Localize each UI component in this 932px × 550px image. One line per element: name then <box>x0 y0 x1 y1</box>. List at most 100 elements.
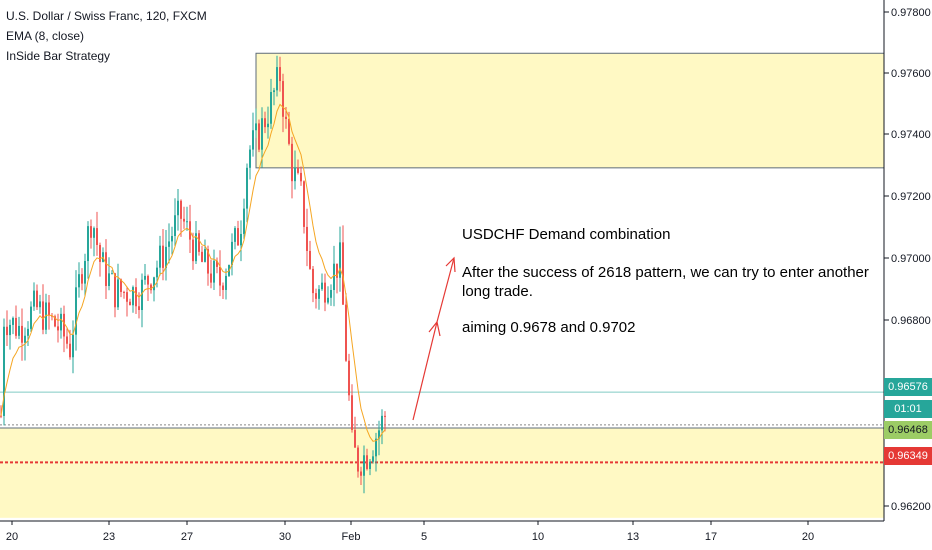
candle-body <box>207 249 209 274</box>
candle-body <box>120 279 122 292</box>
candle-body <box>246 167 248 209</box>
candle-body <box>357 447 359 472</box>
candle-body <box>372 456 374 462</box>
demand-zone <box>0 427 884 518</box>
candle-body <box>330 289 332 298</box>
legend-symbol[interactable]: U.S. Dollar / Swiss Franc, 120, FXCM <box>6 9 207 23</box>
candle-body <box>225 275 227 290</box>
candle-body <box>285 116 287 119</box>
arrow-head-1 <box>428 320 441 337</box>
y-tick-label: 0.96200 <box>891 501 931 513</box>
candle-body <box>60 313 62 331</box>
candle-body <box>276 67 278 91</box>
candle-body <box>78 274 80 288</box>
candle-body <box>375 438 377 457</box>
candle-body <box>108 273 110 286</box>
x-tick-label: 5 <box>421 531 427 543</box>
candle-body <box>363 455 365 476</box>
candle-body <box>348 360 350 396</box>
x-tick-label: 10 <box>532 531 544 543</box>
candle-body <box>126 292 128 302</box>
candle-body <box>186 221 188 223</box>
candle-body <box>366 455 368 469</box>
y-tick-label: 0.96800 <box>891 315 931 327</box>
candle-body <box>9 324 11 336</box>
candle-body <box>105 252 107 286</box>
candle-body <box>39 301 41 308</box>
candle-body <box>354 429 356 448</box>
candle-body <box>135 287 137 307</box>
candle-body <box>69 343 71 358</box>
legend-ema[interactable]: EMA (8, close) <box>6 29 85 43</box>
candle-body <box>345 304 347 361</box>
candle-body <box>117 279 119 308</box>
candle-body <box>267 123 269 128</box>
candle-body <box>111 273 113 275</box>
candle-body <box>75 287 77 335</box>
candle-body <box>30 306 32 329</box>
y-tick-label: 0.97600 <box>891 68 931 80</box>
candle-body <box>87 226 89 262</box>
candle-body <box>309 250 311 269</box>
arrow-head-2 <box>445 256 456 273</box>
candle-body <box>57 326 59 331</box>
candle-body <box>210 273 212 283</box>
candle-body <box>273 90 275 93</box>
candle-body <box>360 471 362 476</box>
candle-body <box>231 241 233 266</box>
candle-body <box>6 326 8 336</box>
candle-body <box>222 285 224 290</box>
candle-body <box>339 242 341 278</box>
candle-body <box>270 92 272 124</box>
candle-body <box>174 215 176 237</box>
candle-body <box>3 326 5 416</box>
candle-body <box>144 275 146 280</box>
candle-body <box>195 233 197 262</box>
candle-body <box>378 430 380 439</box>
candle-body <box>150 284 152 291</box>
candle-body <box>147 275 149 285</box>
candle-body <box>327 297 329 303</box>
candle-body <box>351 395 353 430</box>
annotation-line2: long trade. <box>462 283 533 300</box>
candle-body <box>99 244 101 262</box>
candle-body <box>291 143 293 182</box>
candle-body <box>24 335 26 343</box>
candle-body <box>168 241 170 247</box>
candle-body <box>72 334 74 358</box>
candle-body <box>369 461 371 469</box>
candle-body <box>129 301 131 306</box>
candle-body <box>306 226 308 251</box>
candle-body <box>36 290 38 308</box>
x-tick-label: 30 <box>279 531 291 543</box>
candle-body <box>333 263 335 290</box>
candle-body <box>336 263 338 278</box>
candle-body <box>171 236 173 242</box>
candle-body <box>201 251 203 262</box>
candle-body <box>321 282 323 290</box>
level-red-badge: 0.96349 <box>884 447 932 465</box>
x-tick-label: 27 <box>181 531 193 543</box>
candle-body <box>279 67 281 82</box>
candle-body <box>0 415 2 417</box>
candle-body <box>165 246 167 268</box>
legend-strategy[interactable]: InSide Bar Strategy <box>6 49 111 63</box>
candle-body <box>33 290 35 307</box>
candle-body <box>18 325 20 336</box>
candle-body <box>114 273 116 308</box>
candle-body <box>48 302 50 316</box>
chart-legend: U.S. Dollar / Swiss Franc, 120, FXCM EMA… <box>6 6 207 66</box>
candle-body <box>12 317 14 325</box>
candle-body <box>27 328 29 336</box>
candle-body <box>54 316 56 327</box>
candle-body <box>15 317 17 336</box>
candle-body <box>303 181 305 227</box>
candle-body <box>282 81 284 117</box>
candle-body <box>219 266 221 286</box>
candle-body <box>213 260 215 283</box>
candle-body <box>315 293 317 299</box>
candle-body <box>381 415 383 431</box>
candle-body <box>288 118 290 144</box>
candle-body <box>123 291 125 293</box>
